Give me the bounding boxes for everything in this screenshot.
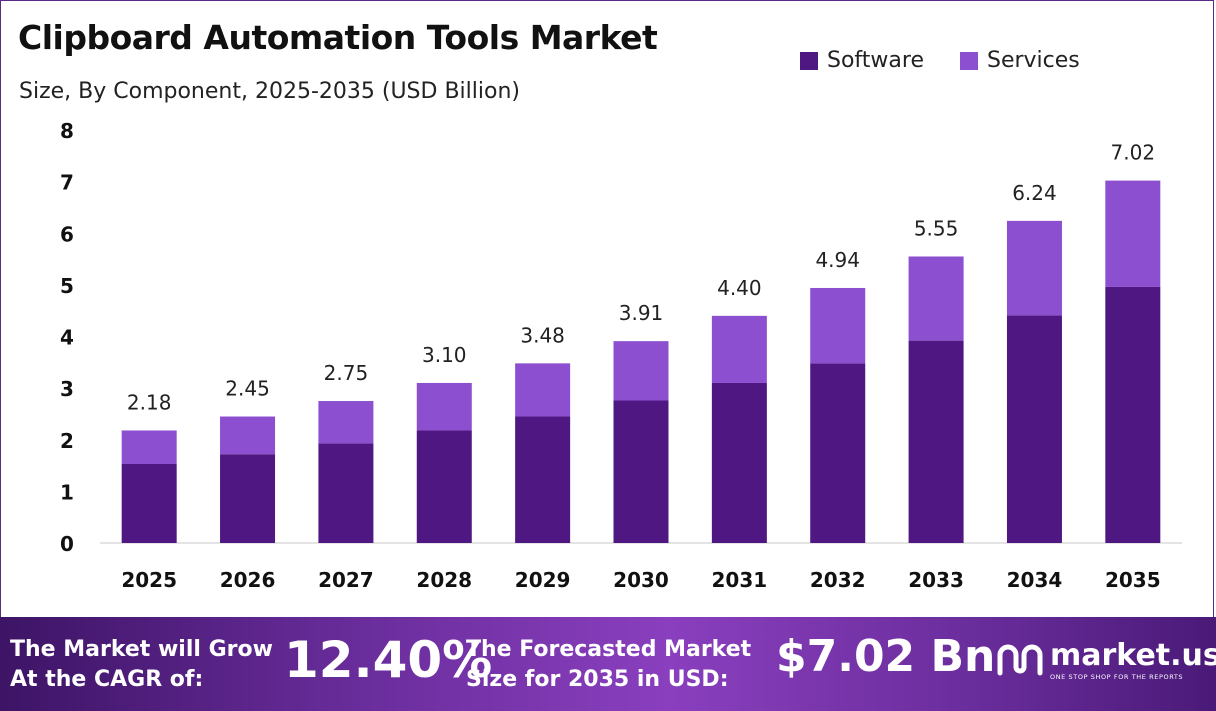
y-tick-label: 5 — [60, 274, 74, 298]
total-label-2035: 7.02 — [1111, 141, 1156, 165]
total-label-2025: 2.18 — [127, 390, 172, 414]
y-tick-label: 0 — [60, 532, 74, 556]
cagr-label: The Market will Grow At the CAGR of: — [10, 637, 273, 692]
x-tick-label-2031: 2031 — [712, 568, 768, 592]
total-label-2034: 6.24 — [1012, 181, 1057, 205]
total-label-2027: 2.75 — [324, 361, 369, 385]
total-label-2032: 4.94 — [815, 248, 860, 272]
summary-banner: The Market will Grow At the CAGR of: 12.… — [0, 617, 1216, 711]
bar-services-2027 — [318, 401, 374, 444]
bar-software-2030 — [613, 400, 669, 543]
x-tick-label-2027: 2027 — [318, 568, 374, 592]
legend-swatch-software — [800, 51, 818, 70]
bar-software-2033 — [908, 340, 964, 543]
bar-software-2029 — [515, 416, 571, 543]
bar-software-2028 — [416, 430, 472, 543]
x-tick-label-2033: 2033 — [908, 568, 964, 592]
brand-logo: market.us ONE STOP SHOP FOR THE REPORTS — [996, 639, 1216, 681]
bar-services-2030 — [613, 341, 669, 401]
y-tick-label: 6 — [60, 222, 74, 246]
chart-subtitle: Size, By Component, 2025-2035 (USD Billi… — [19, 79, 520, 104]
bar-software-2025 — [121, 464, 177, 543]
bar-software-2032 — [810, 363, 866, 543]
total-label-2028: 3.10 — [422, 343, 467, 367]
x-tick-label-2035: 2035 — [1105, 568, 1161, 592]
y-tick-label: 3 — [60, 377, 74, 401]
y-tick-label: 1 — [60, 480, 74, 504]
forecast-label: The Forecasted Market Size for 2035 in U… — [466, 637, 752, 692]
x-tick-label-2026: 2026 — [220, 568, 276, 592]
bar-software-2031 — [711, 382, 767, 543]
bar-software-2026 — [220, 454, 276, 543]
x-tick-label-2029: 2029 — [515, 568, 571, 592]
bar-services-2026 — [220, 416, 276, 455]
cagr-value: 12.40% — [284, 631, 493, 689]
total-label-2026: 2.45 — [225, 377, 270, 401]
x-tick-label-2034: 2034 — [1007, 568, 1063, 592]
legend-label-services: Services — [986, 48, 1080, 73]
legend-item-software: Software — [800, 48, 924, 73]
forecast-value: $7.02 Bn — [776, 631, 996, 682]
bar-services-2033 — [908, 256, 964, 341]
legend-label-software: Software — [827, 48, 924, 73]
market-us-logo-icon — [997, 644, 1043, 676]
bar-chart: 0 1 2 3 4 5 6 7 8 2.18 2025 2.45 2026 2.75 2027 3.10 202… — [60, 119, 1182, 592]
y-tick-label: 8 — [60, 119, 74, 143]
x-tick-label-2028: 2028 — [416, 568, 472, 592]
legend-swatch-services — [959, 51, 978, 70]
legend-item-services: Services — [959, 48, 1080, 73]
total-label-2030: 3.91 — [619, 301, 664, 325]
bar-services-2025 — [121, 430, 177, 465]
total-label-2033: 5.55 — [914, 216, 959, 240]
bar-software-2034 — [1006, 315, 1062, 543]
bar-services-2031 — [711, 315, 767, 383]
bar-services-2035 — [1105, 180, 1161, 287]
brand-tagline: ONE STOP SHOP FOR THE REPORTS — [1050, 673, 1184, 681]
x-tick-label-2025: 2025 — [121, 568, 177, 592]
y-tick-label: 2 — [60, 429, 74, 453]
total-label-2031: 4.40 — [717, 276, 762, 300]
brand-name: market.us — [1050, 638, 1216, 673]
chart-title: Clipboard Automation Tools Market — [18, 18, 658, 57]
bar-services-2028 — [416, 382, 472, 431]
bar-software-2027 — [318, 443, 374, 543]
bar-software-2035 — [1105, 286, 1161, 543]
y-tick-label: 7 — [60, 171, 74, 195]
y-tick-label: 4 — [60, 326, 74, 350]
bar-services-2032 — [810, 287, 866, 364]
total-label-2029: 3.48 — [520, 323, 565, 347]
x-tick-label-2032: 2032 — [810, 568, 866, 592]
x-tick-label-2030: 2030 — [613, 568, 669, 592]
bar-services-2029 — [515, 363, 571, 417]
chart-legend: Software Services — [800, 48, 1116, 73]
bar-services-2034 — [1006, 220, 1062, 316]
